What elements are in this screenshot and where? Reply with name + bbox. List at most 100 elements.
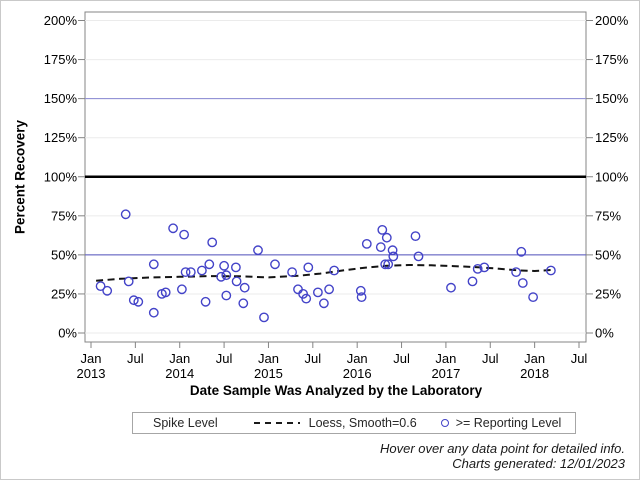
- x-tick-label-year: 2016: [343, 366, 372, 381]
- data-point[interactable]: [133, 296, 144, 307]
- data-point[interactable]: [207, 237, 218, 248]
- x-tick-label-year: 2018: [520, 366, 549, 381]
- data-point[interactable]: [204, 259, 215, 270]
- y-tick-label-left: 175%: [44, 52, 78, 67]
- data-point[interactable]: [301, 293, 312, 304]
- data-point[interactable]: [239, 282, 250, 293]
- data-point[interactable]: [259, 312, 269, 323]
- data-point[interactable]: [387, 245, 398, 256]
- data-point[interactable]: [318, 298, 329, 309]
- y-tick-label-right: 175%: [595, 52, 629, 67]
- data-point[interactable]: [168, 223, 179, 234]
- data-point[interactable]: [219, 260, 230, 271]
- legend: Spike Level Loess, Smooth=0.6 >= Reporti…: [132, 412, 577, 434]
- y-tick-label-right: 150%: [595, 91, 629, 106]
- data-point[interactable]: [221, 270, 232, 281]
- y-tick-label-right: 50%: [595, 247, 621, 262]
- y-axis-title: Percent Recovery: [12, 119, 28, 235]
- x-tick-label-month: Jan: [347, 351, 368, 366]
- y-tick-label-right: 125%: [595, 130, 629, 145]
- x-tick-label-year: 2014: [165, 366, 194, 381]
- legend-item-loess-label: Loess, Smooth=0.6: [308, 416, 417, 430]
- data-point[interactable]: [516, 246, 527, 257]
- data-point[interactable]: [381, 232, 392, 243]
- data-point[interactable]: [355, 285, 366, 296]
- data-point[interactable]: [546, 265, 556, 276]
- data-point[interactable]: [221, 290, 232, 301]
- data-point[interactable]: [200, 296, 211, 307]
- data-point[interactable]: [230, 262, 241, 273]
- y-tick-label-left: 100%: [44, 169, 78, 184]
- y-tick-label-left: 0%: [58, 326, 77, 341]
- y-tick-label-left: 50%: [51, 247, 77, 262]
- data-point[interactable]: [148, 259, 159, 270]
- y-tick-label-right: 75%: [595, 208, 621, 223]
- data-point[interactable]: [123, 276, 134, 287]
- data-point[interactable]: [303, 262, 314, 273]
- loess-line-icon: [253, 422, 300, 424]
- data-point[interactable]: [375, 242, 386, 253]
- data-point[interactable]: [361, 238, 372, 249]
- x-tick-label-month: Jul: [393, 351, 410, 366]
- y-tick-label-right: 25%: [595, 286, 621, 301]
- data-point[interactable]: [388, 251, 399, 262]
- x-tick-label-year: 2015: [254, 366, 283, 381]
- data-point[interactable]: [329, 265, 340, 276]
- data-point[interactable]: [472, 263, 483, 274]
- y-tick-label-left: 125%: [44, 130, 78, 145]
- x-tick-label-month: Jul: [305, 351, 322, 366]
- data-point[interactable]: [216, 271, 227, 282]
- y-tick-label-left: 75%: [51, 208, 77, 223]
- y-tick-label-right: 0%: [595, 326, 614, 341]
- data-point[interactable]: [238, 298, 249, 309]
- data-point[interactable]: [312, 287, 323, 298]
- data-point[interactable]: [128, 295, 139, 306]
- data-point[interactable]: [528, 292, 538, 302]
- x-tick-label-month: Jul: [127, 351, 144, 366]
- data-point[interactable]: [253, 245, 263, 256]
- data-point[interactable]: [160, 287, 171, 298]
- data-point[interactable]: [479, 262, 490, 273]
- data-point[interactable]: [179, 229, 190, 240]
- data-point[interactable]: [467, 276, 478, 287]
- data-point[interactable]: [176, 284, 187, 295]
- data-point[interactable]: [446, 282, 456, 293]
- data-point[interactable]: [180, 267, 191, 277]
- x-tick-label-month: Jan: [258, 351, 279, 366]
- data-point[interactable]: [383, 259, 394, 270]
- x-tick-label-month: Jul: [216, 351, 233, 366]
- data-point[interactable]: [95, 281, 106, 291]
- legend-title: Spike Level: [153, 416, 218, 430]
- x-tick-label-month: Jul: [482, 351, 499, 366]
- x-tick-label-month: Jan: [81, 351, 102, 366]
- data-point[interactable]: [287, 267, 297, 277]
- x-axis-title: Date Sample Was Analyzed by the Laborato…: [189, 383, 483, 398]
- data-point[interactable]: [377, 224, 388, 235]
- data-point[interactable]: [270, 259, 280, 270]
- data-point[interactable]: [120, 209, 131, 220]
- footer-notes: Hover over any data point for detailed i…: [380, 441, 625, 471]
- footer-generated-date: Charts generated: 12/01/2023: [452, 456, 625, 471]
- data-point[interactable]: [410, 231, 421, 242]
- data-point[interactable]: [324, 284, 334, 295]
- data-point[interactable]: [148, 307, 159, 318]
- legend-item-reporting-label: >= Reporting Level: [455, 416, 562, 430]
- data-point[interactable]: [380, 259, 391, 270]
- footer-hover-note: Hover over any data point for detailed i…: [380, 441, 625, 456]
- data-point[interactable]: [517, 278, 528, 288]
- data-point[interactable]: [511, 267, 521, 277]
- y-tick-label-right: 100%: [595, 169, 629, 184]
- reporting-level-marker-icon: [440, 419, 449, 427]
- x-tick-label-month: Jan: [524, 351, 545, 366]
- y-tick-label-left: 200%: [44, 13, 78, 28]
- x-tick-label-year: 2017: [431, 366, 460, 381]
- data-point[interactable]: [231, 276, 242, 287]
- data-point[interactable]: [413, 251, 424, 262]
- data-point[interactable]: [185, 267, 196, 277]
- data-point[interactable]: [196, 265, 207, 276]
- data-point[interactable]: [356, 292, 367, 302]
- data-point[interactable]: [102, 285, 113, 296]
- x-tick-label-month: Jan: [169, 351, 190, 366]
